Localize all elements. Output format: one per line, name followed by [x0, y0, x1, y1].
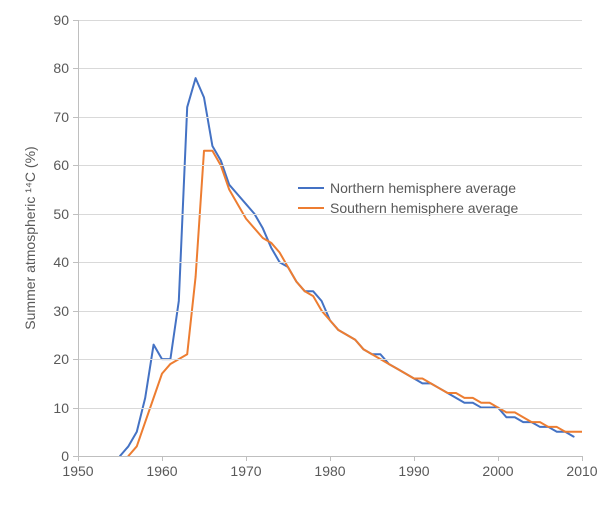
y-tick-label: 50 [0, 206, 69, 222]
legend-swatch [298, 187, 324, 189]
legend-item: Northern hemisphere average [298, 180, 518, 196]
gridline-y [78, 117, 582, 118]
y-tick-label: 40 [0, 254, 69, 270]
x-tick-label: 1970 [230, 463, 261, 479]
gridline-y [78, 311, 582, 312]
y-tick-label: 60 [0, 157, 69, 173]
line-series-svg [78, 20, 582, 456]
y-tick-label: 20 [0, 351, 69, 367]
gridline-y [78, 20, 582, 21]
y-tick-label: 70 [0, 109, 69, 125]
gridline-y [78, 68, 582, 69]
x-tick-label: 1990 [398, 463, 429, 479]
c14-line-chart: Summer atmospheric ¹⁴C (%) Northern hemi… [0, 0, 598, 505]
x-tick-label: 1980 [314, 463, 345, 479]
x-tick-label: 2010 [566, 463, 597, 479]
x-axis-line [78, 456, 582, 457]
y-tick-label: 80 [0, 60, 69, 76]
x-tick-label: 1960 [146, 463, 177, 479]
x-tick-mark [582, 456, 583, 461]
gridline-y [78, 165, 582, 166]
y-axis-line [78, 20, 79, 456]
series-line [120, 78, 574, 456]
plot-area [78, 20, 582, 456]
gridline-y [78, 359, 582, 360]
legend-label: Northern hemisphere average [330, 180, 516, 196]
x-tick-label: 2000 [482, 463, 513, 479]
y-tick-label: 30 [0, 303, 69, 319]
y-tick-label: 90 [0, 12, 69, 28]
y-tick-label: 10 [0, 400, 69, 416]
y-tick-label: 0 [0, 448, 69, 464]
gridline-y [78, 408, 582, 409]
gridline-y [78, 262, 582, 263]
legend-swatch [298, 207, 324, 209]
x-tick-label: 1950 [62, 463, 93, 479]
gridline-y [78, 214, 582, 215]
